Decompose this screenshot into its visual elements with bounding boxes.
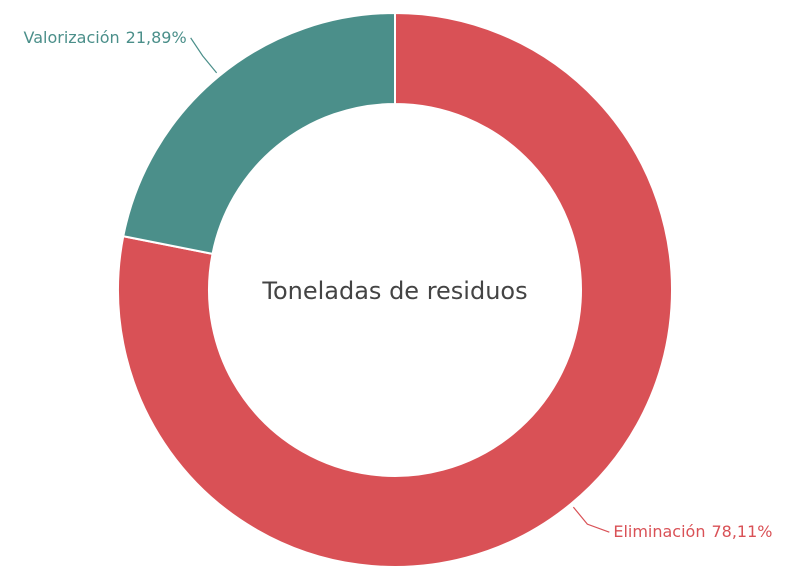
chart-title: Toneladas de residuos — [261, 277, 527, 305]
slice-category: Valorización — [24, 27, 120, 46]
slice-category: Eliminación — [613, 522, 705, 541]
leader-line — [572, 506, 610, 533]
slice-value-label: 21,89% — [126, 27, 187, 46]
slice-value-label: 78,11% — [711, 522, 772, 541]
slice-label: Valorización 21,89% — [24, 27, 187, 46]
slice — [122, 11, 396, 256]
leader-line — [190, 37, 218, 74]
slice — [117, 11, 673, 568]
slice-label: Eliminación 78,11% — [613, 522, 772, 541]
